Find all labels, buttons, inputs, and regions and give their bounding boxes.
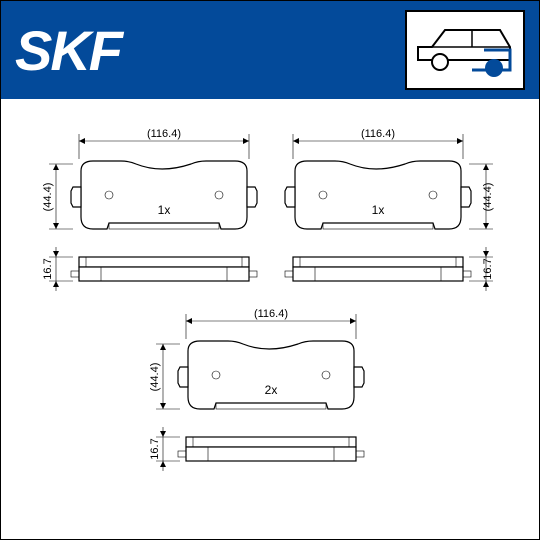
dim-side-tr: 16.7 bbox=[482, 258, 494, 279]
pad-top-right-side: 16.7 bbox=[285, 247, 494, 291]
technical-diagram: (116.4) (44.4) 1x (116.4) bbox=[1, 99, 539, 541]
pad-top-left: (116.4) (44.4) 1x bbox=[42, 128, 257, 229]
rear-wheel-icon-box bbox=[405, 10, 525, 90]
dim-height-tr: (44.4) bbox=[482, 183, 494, 212]
pad-bottom-side: 16.7 bbox=[149, 427, 364, 471]
dim-width-tl: (116.4) bbox=[147, 128, 181, 140]
count-tl: 1x bbox=[158, 203, 171, 217]
dim-height-b: (44.4) bbox=[149, 363, 161, 392]
dim-side-tl: 16.7 bbox=[42, 258, 54, 279]
count-tr: 1x bbox=[372, 203, 385, 217]
dim-height-tl: (44.4) bbox=[42, 183, 54, 212]
header-bar: SKF bbox=[1, 1, 539, 99]
car-rear-wheel-icon bbox=[410, 15, 520, 85]
skf-logo: SKF bbox=[15, 18, 121, 83]
pad-top-right: (116.4) (44.4) 1x bbox=[285, 128, 494, 229]
pad-bottom: (116.4) (44.4) 2x bbox=[149, 308, 364, 409]
pad-top-left-side: 16.7 bbox=[42, 247, 257, 291]
dim-width-tr: (116.4) bbox=[361, 128, 395, 140]
dim-width-b: (116.4) bbox=[254, 308, 288, 320]
dim-side-b: 16.7 bbox=[149, 438, 161, 459]
count-b: 2x bbox=[265, 383, 278, 397]
